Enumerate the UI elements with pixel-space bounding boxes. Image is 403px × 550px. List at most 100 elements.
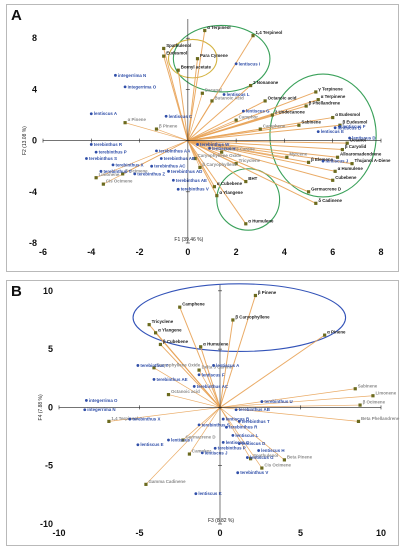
observation-point <box>221 440 225 444</box>
variable-point <box>152 366 156 370</box>
observation-label: terebinthus AD <box>171 169 202 174</box>
loading-line <box>219 407 251 459</box>
observation-point <box>133 172 137 176</box>
x-tick-label: 5 <box>298 528 303 538</box>
variable-point <box>187 452 192 456</box>
observation-point <box>192 385 196 388</box>
variable-label: Cis Ocimene <box>264 463 291 468</box>
y-tick-label: 10 <box>43 286 53 296</box>
variable-label: Spathulenol <box>166 43 191 48</box>
variable-point <box>350 162 354 166</box>
variable-point <box>306 160 311 164</box>
observation-point <box>89 143 93 146</box>
y-tick-label: 4 <box>32 84 37 94</box>
loading-line <box>187 114 273 142</box>
variable-label: Camphor <box>239 115 259 120</box>
y-tick-label: 0 <box>48 402 53 412</box>
observation-label: terebinthus AB <box>239 407 270 412</box>
observation-label: lentiscus D <box>242 441 265 446</box>
observation-point <box>234 408 238 412</box>
variable-point <box>199 345 203 349</box>
variable-point <box>244 222 248 226</box>
variable-point <box>285 155 289 159</box>
observation-point <box>89 112 93 116</box>
x-tick-label: -4 <box>87 247 95 257</box>
panel-a: -6 -4 -2 0 2 4 6 8 -8 -4 0 4 8 F1 (39.46 %) F2 (13.08 … <box>6 4 399 272</box>
variable-point <box>210 99 214 103</box>
observation-point <box>159 157 163 160</box>
observation-point <box>208 146 211 150</box>
observation-point <box>245 456 249 459</box>
variable-label: α Terpineol <box>207 25 230 30</box>
loading-line <box>168 394 221 408</box>
observation-label: lentiscus F <box>342 124 365 129</box>
variable-point <box>297 123 301 127</box>
observation-label: integerrima O <box>89 398 118 403</box>
loading-line <box>219 407 285 461</box>
loading-line <box>187 85 251 141</box>
observation-point <box>111 163 115 167</box>
loading-line <box>95 140 188 179</box>
variable-label: Cubebene <box>335 175 357 180</box>
variable-point <box>314 201 318 205</box>
observation-point <box>171 178 175 182</box>
loading-line <box>187 140 247 225</box>
variable-point <box>197 368 201 372</box>
loading-line <box>155 332 221 408</box>
loading-line <box>187 30 206 141</box>
loading-line <box>219 404 361 408</box>
variable-point <box>331 178 335 182</box>
loading-line <box>163 55 189 141</box>
loading-line <box>153 367 221 408</box>
variable-label: α Cubebene <box>217 181 243 186</box>
variable-label: Germacrene D <box>185 435 215 440</box>
variable-point <box>248 457 253 461</box>
loading-line <box>187 140 309 193</box>
observation-label: terebinthus V <box>181 187 209 192</box>
variable-label: Butanoic Acid <box>215 95 245 100</box>
x-tick-label: 0 <box>185 247 190 257</box>
loading-line <box>145 407 221 485</box>
observation-label: lentiscus I <box>239 61 260 66</box>
loading-line <box>219 407 359 422</box>
observation-label: lentiscus B <box>226 417 249 422</box>
loading-line <box>187 128 261 141</box>
variable-label: Camphene <box>263 124 286 129</box>
observation-point <box>197 423 201 427</box>
observation-point <box>85 157 88 160</box>
variable-label: Tricyclene <box>152 319 174 324</box>
variable-label: Beta Pinene <box>287 454 313 459</box>
variable-label: α Humulene <box>203 341 229 346</box>
observation-label: terebinthus X <box>116 162 144 167</box>
biplot-b: -10 -5 0 5 10 -10 -5 0 5 10 F3 (8.82 %) F4 (7.88 %)… <box>38 283 400 538</box>
observation-label: lentiscus A <box>94 111 118 116</box>
loading-line <box>187 140 218 196</box>
variable-point <box>234 162 238 166</box>
observation-point <box>83 408 87 412</box>
variable-point <box>176 68 180 72</box>
variable-label: β Caryolid <box>345 144 367 149</box>
observation-label: lentiscus L <box>235 433 258 438</box>
observation-label: terebinthus V <box>240 470 268 475</box>
loading-line <box>187 58 199 141</box>
variable-label: β Ocimene <box>125 168 148 173</box>
loading-line <box>219 407 263 469</box>
observation-label: terebinthus AC <box>154 164 186 169</box>
variable-label: Para Cymene <box>200 53 228 58</box>
y-tick-label: -10 <box>40 519 53 529</box>
variable-point <box>340 147 344 152</box>
loading-line <box>182 407 221 441</box>
observation-point <box>164 114 168 118</box>
loading-line <box>187 140 237 164</box>
variable-label: α Ylangene <box>219 190 243 195</box>
observation-point <box>338 125 342 128</box>
observation-label: lentiscus F <box>202 372 225 377</box>
variable-label: α Terpinene <box>321 94 346 99</box>
variable-label: Caryophyllene Oxide <box>198 153 242 158</box>
group-ellipse <box>132 283 347 353</box>
observation-point <box>176 187 180 191</box>
variable-point <box>220 150 224 154</box>
variable-label: Sabinene <box>301 120 321 125</box>
observation-label: lentiscus G <box>250 455 274 460</box>
observation-label: lentiscus G <box>246 109 270 114</box>
